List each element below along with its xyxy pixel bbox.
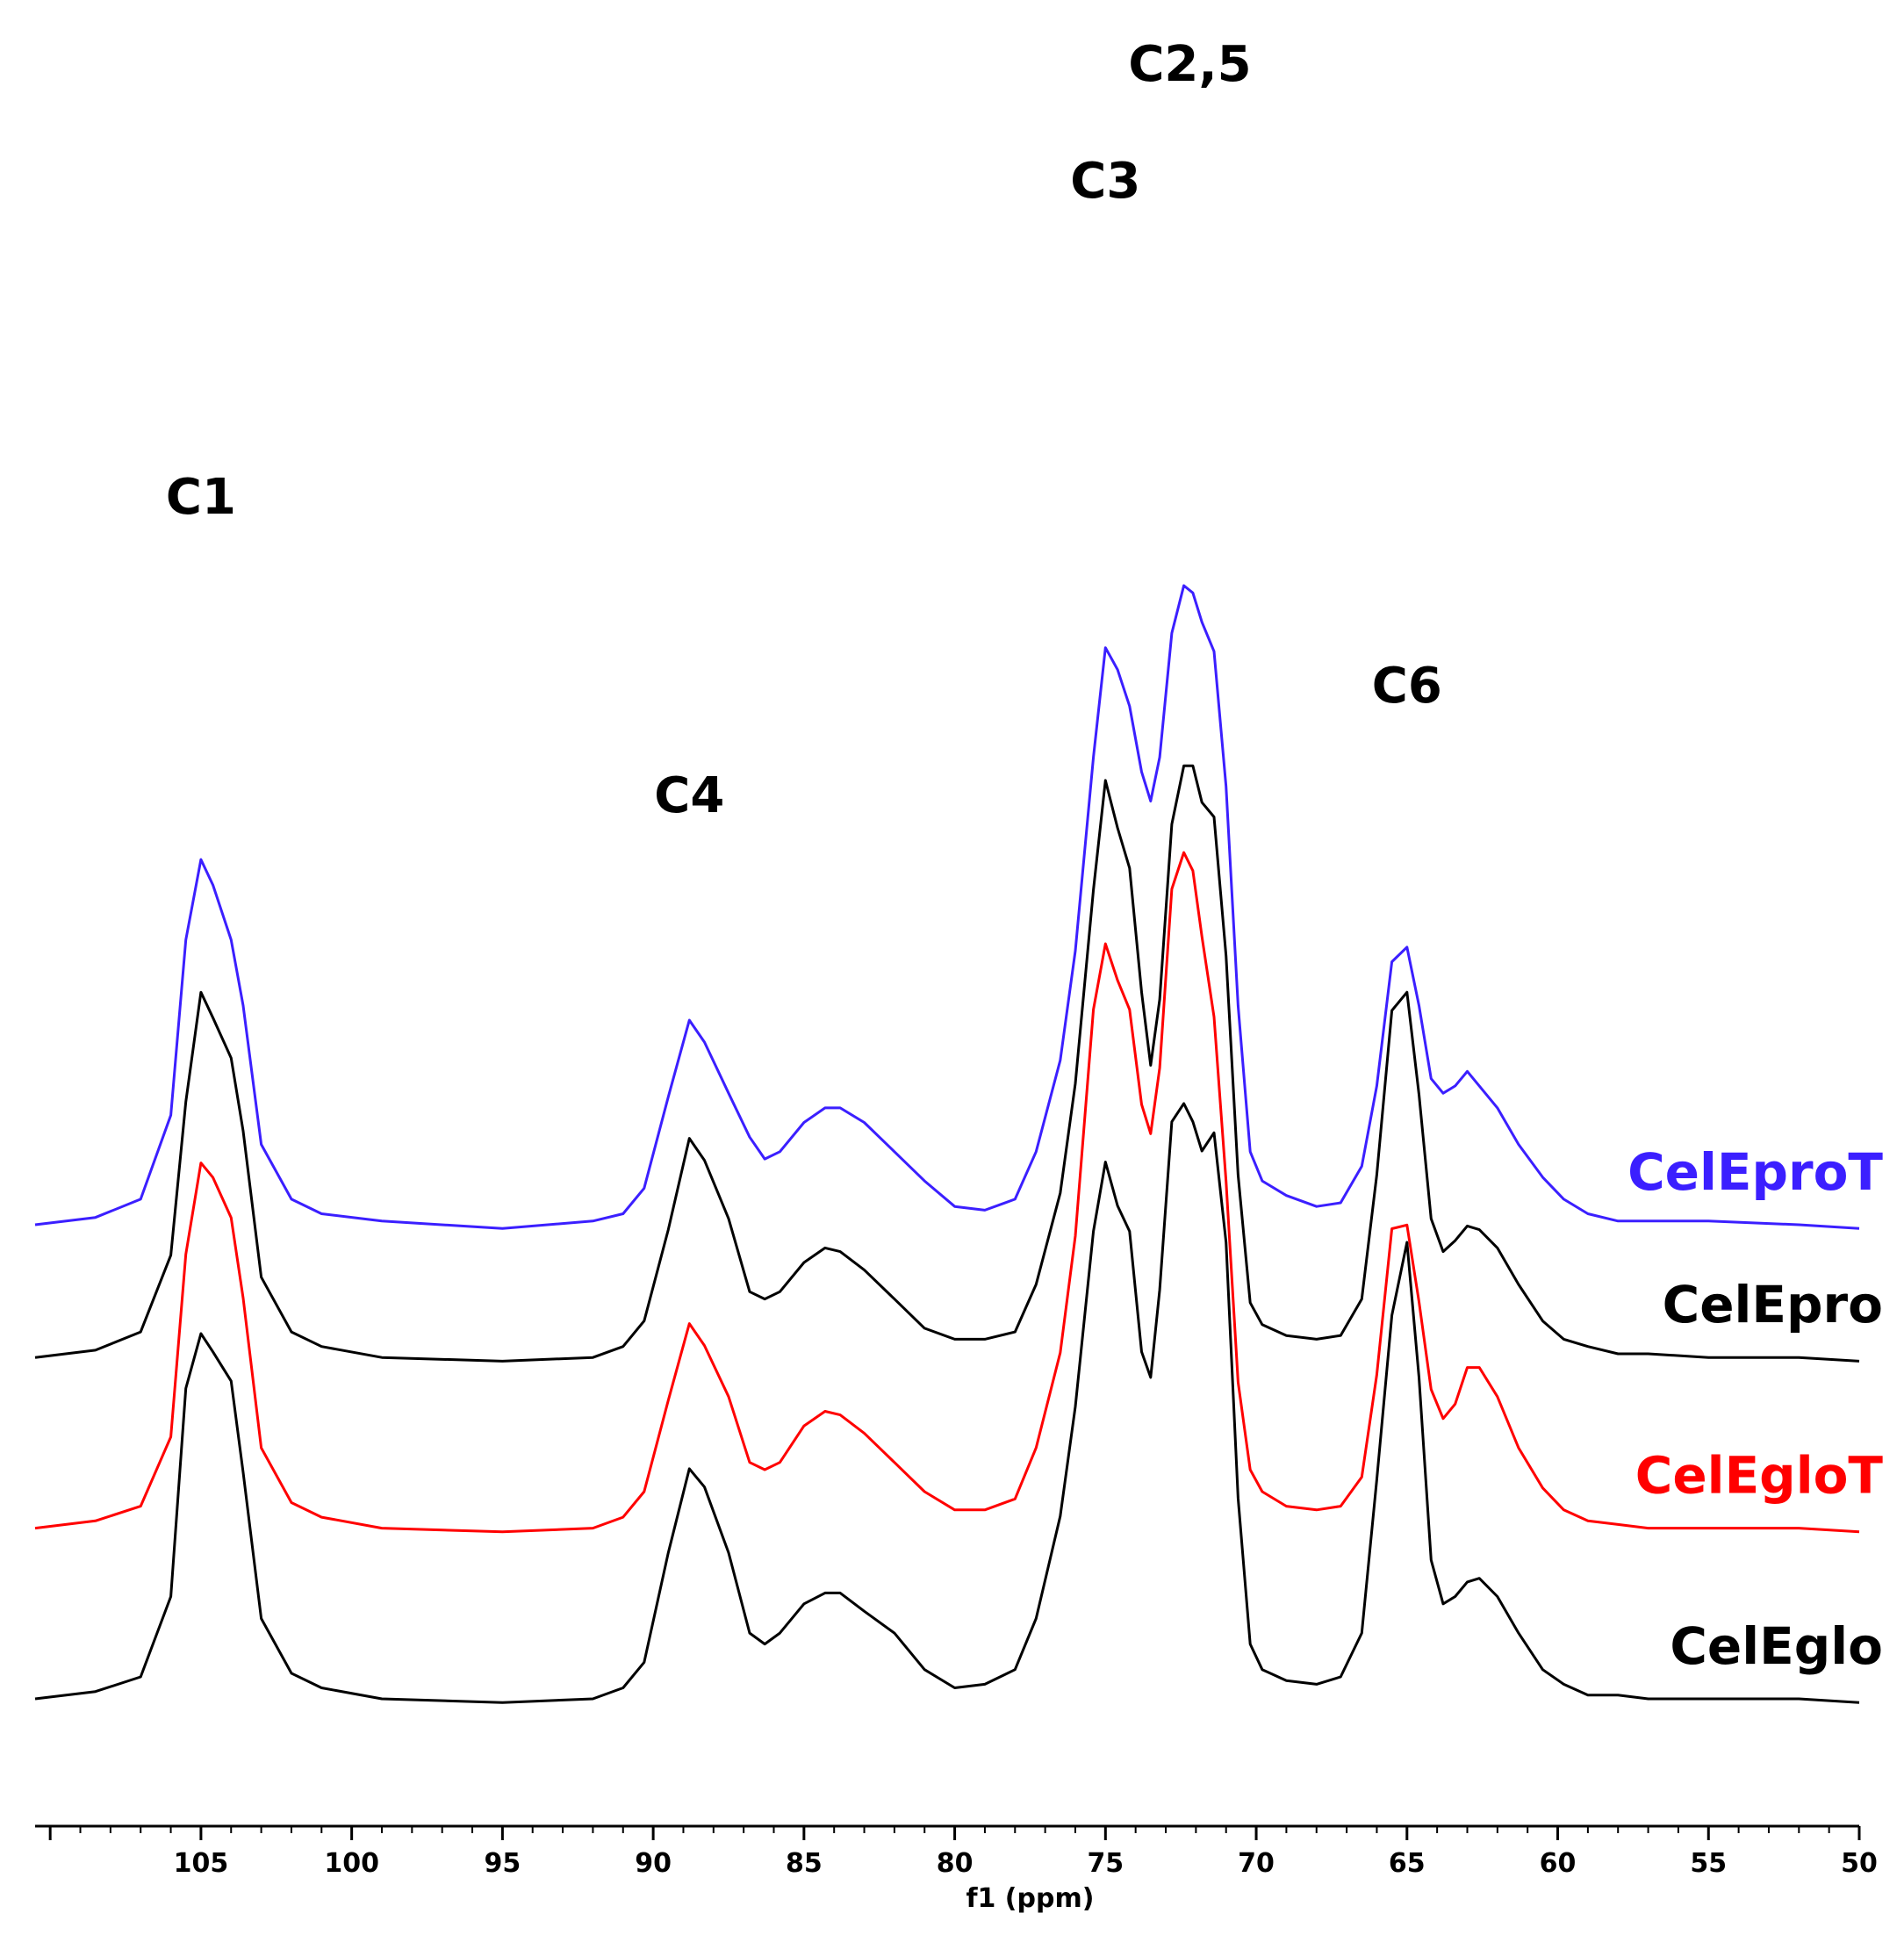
peak-label: C2,5 (1128, 36, 1251, 93)
x-tick-label: 65 (1389, 1848, 1426, 1879)
x-tick-label: 100 (324, 1848, 379, 1879)
series-line-celeglot (34, 851, 1860, 1534)
x-tick-label: 55 (1690, 1848, 1727, 1879)
x-tick-label: 60 (1540, 1848, 1577, 1879)
series-label-celeglot: CelEgloT (1635, 1446, 1884, 1506)
peak-label: C3 (1070, 153, 1140, 210)
series-label-celeglo: CelEglo (1670, 1616, 1883, 1676)
peak-labels: C1 C4 C3 C2,5 C6 (166, 36, 1442, 824)
x-tick-label: 75 (1087, 1848, 1124, 1879)
series-label-celeprot: CelEproT (1627, 1142, 1883, 1202)
series-label-celepro: CelEpro (1663, 1275, 1883, 1334)
x-axis: 105 100 95 90 85 80 75 70 65 60 55 50 f1 (ppm) (35, 1824, 1878, 1914)
series-layer (34, 584, 1860, 1704)
x-tick-label: 85 (786, 1848, 823, 1879)
x-axis-title: f1 (ppm) (966, 1883, 1094, 1914)
peak-label: C1 (166, 469, 236, 526)
x-tick-label: 70 (1238, 1848, 1275, 1879)
series-labels: CelEproT CelEpro CelEgloT CelEglo (1627, 1142, 1883, 1676)
peak-label: C6 (1372, 658, 1442, 715)
x-tick-label: 50 (1841, 1848, 1878, 1879)
series-line-celeprot (34, 584, 1860, 1230)
x-tick-label: 105 (174, 1848, 229, 1879)
series-line-celeglo (34, 1102, 1860, 1704)
x-ticks: 105 100 95 90 85 80 75 70 65 60 55 50 (48, 1826, 1878, 1879)
peak-label: C4 (654, 767, 724, 824)
x-tick-label: 95 (485, 1848, 521, 1879)
x-tick-label: 90 (635, 1848, 672, 1879)
series-line-celepro (34, 764, 1860, 1363)
x-tick-label: 80 (937, 1848, 974, 1879)
